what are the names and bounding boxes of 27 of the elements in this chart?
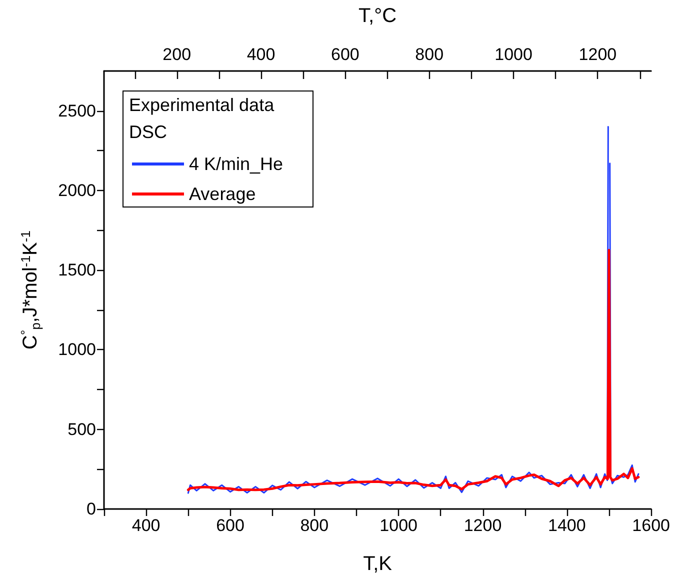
legend-label: Average <box>189 184 256 204</box>
x2-tick-label: 1000 <box>494 45 532 64</box>
legend-title: Experimental data <box>129 95 276 115</box>
x-tick-label: 400 <box>132 516 160 535</box>
x2-tick-label: 200 <box>162 45 192 64</box>
x-tick-label: 1000 <box>380 516 418 535</box>
x2-axis-title: T,°C <box>358 5 397 27</box>
x2-tick-label: 600 <box>331 45 360 64</box>
x-tick-label: 1600 <box>632 516 670 535</box>
y-tick-label: 0 <box>86 500 96 518</box>
y-tick-label: 500 <box>68 420 96 439</box>
annotation: DSC <box>129 122 168 142</box>
line-series <box>186 248 640 492</box>
x-tick-label: 800 <box>300 516 329 535</box>
x-tick-label: 1400 <box>548 516 586 535</box>
x-tick-label: 1200 <box>464 516 502 535</box>
y-tick-label: 1500 <box>58 260 96 280</box>
y-axis-title: C°p,J*mol-1K-1 <box>18 230 43 350</box>
legend-label: 4 K/min_He <box>189 154 284 174</box>
y-tick-label: 1000 <box>58 340 96 360</box>
y-tick-label: 2500 <box>58 101 96 120</box>
y-tick-label: 2000 <box>58 180 96 200</box>
x2-tick-label: 1200 <box>578 45 617 64</box>
x-tick-label: 600 <box>216 516 244 535</box>
x2-tick-label: 400 <box>246 45 276 64</box>
x2-tick-label: 800 <box>415 45 444 64</box>
x-axis-title: T,K <box>363 553 393 575</box>
